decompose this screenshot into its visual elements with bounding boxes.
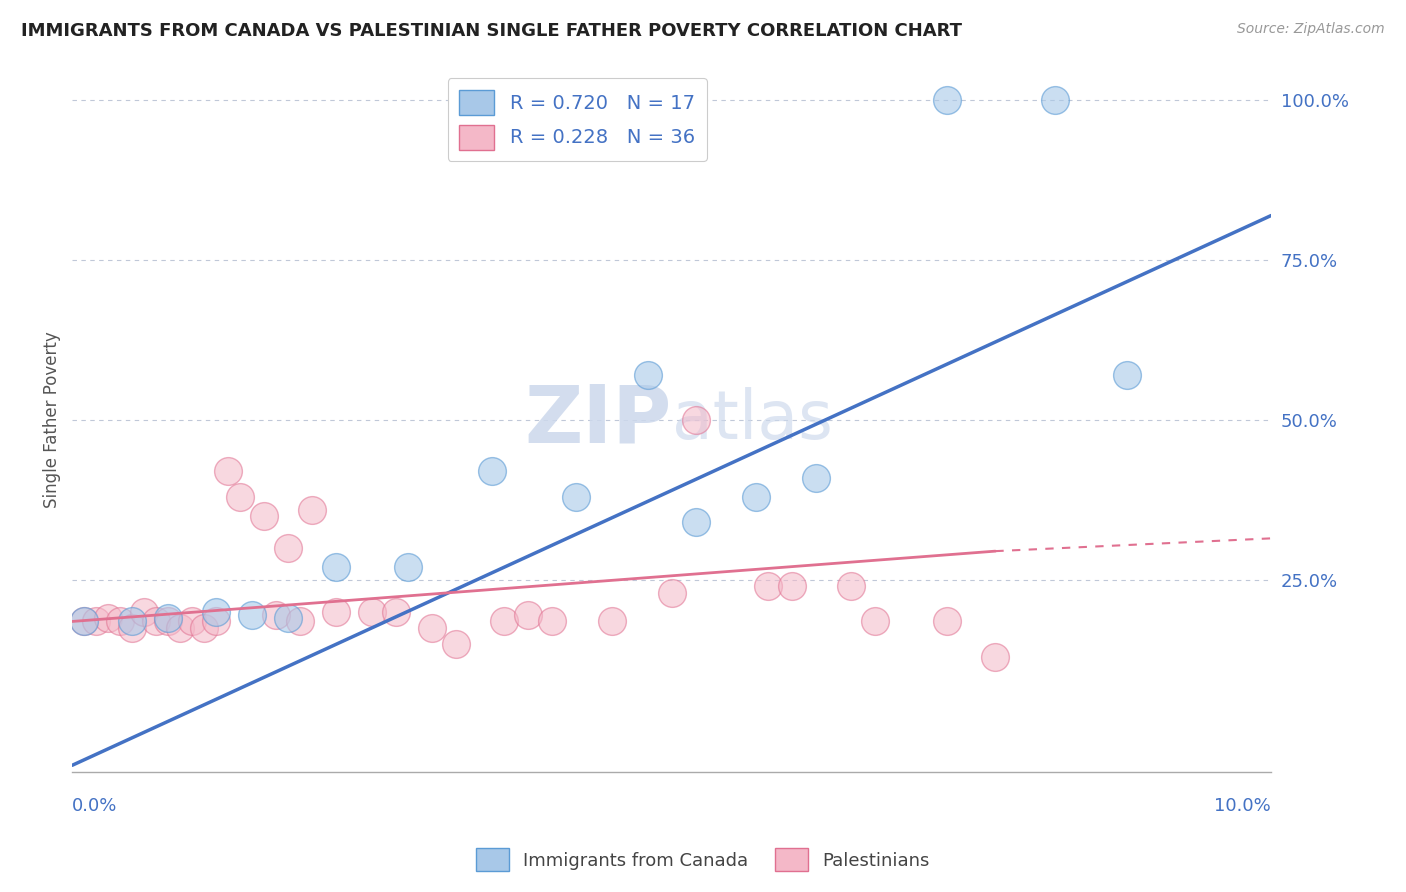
Y-axis label: Single Father Poverty: Single Father Poverty: [44, 332, 60, 508]
Point: [217, 464, 239, 478]
Point: [756, 579, 779, 593]
Point: [385, 605, 408, 619]
Point: [240, 608, 263, 623]
Point: [600, 615, 623, 629]
Point: [804, 470, 827, 484]
Point: [1116, 368, 1139, 383]
Point: [253, 508, 276, 523]
Point: [1045, 94, 1067, 108]
Point: [396, 560, 419, 574]
Point: [264, 608, 287, 623]
Point: [325, 560, 347, 574]
Point: [564, 490, 586, 504]
Point: [841, 579, 863, 593]
Point: [229, 490, 252, 504]
Point: [361, 605, 384, 619]
Point: [145, 615, 167, 629]
Point: [97, 611, 120, 625]
Text: Source: ZipAtlas.com: Source: ZipAtlas.com: [1237, 22, 1385, 37]
Point: [205, 615, 228, 629]
Point: [301, 502, 323, 516]
Point: [516, 608, 538, 623]
Point: [936, 94, 959, 108]
Text: IMMIGRANTS FROM CANADA VS PALESTINIAN SINGLE FATHER POVERTY CORRELATION CHART: IMMIGRANTS FROM CANADA VS PALESTINIAN SI…: [21, 22, 962, 40]
Point: [121, 615, 143, 629]
Point: [481, 464, 503, 478]
Point: [420, 621, 443, 635]
Text: 10.0%: 10.0%: [1215, 797, 1271, 814]
Point: [277, 541, 299, 555]
Point: [134, 605, 156, 619]
Point: [984, 649, 1007, 664]
Point: [685, 413, 707, 427]
Point: [492, 615, 515, 629]
Point: [661, 585, 683, 599]
Point: [780, 579, 803, 593]
Text: ZIP: ZIP: [524, 381, 672, 459]
Point: [108, 615, 131, 629]
Text: atlas: atlas: [672, 387, 832, 453]
Point: [73, 615, 96, 629]
Point: [169, 621, 191, 635]
Text: 0.0%: 0.0%: [72, 797, 118, 814]
Point: [181, 615, 204, 629]
Point: [157, 615, 180, 629]
Point: [325, 605, 347, 619]
Point: [637, 368, 659, 383]
Point: [865, 615, 887, 629]
Point: [288, 615, 311, 629]
Legend: Immigrants from Canada, Palestinians: Immigrants from Canada, Palestinians: [470, 841, 936, 879]
Point: [277, 611, 299, 625]
Point: [205, 605, 228, 619]
Point: [84, 615, 107, 629]
Point: [685, 516, 707, 530]
Point: [540, 615, 562, 629]
Point: [193, 621, 215, 635]
Point: [73, 615, 96, 629]
Point: [936, 615, 959, 629]
Point: [121, 621, 143, 635]
Legend: R = 0.720   N = 17, R = 0.228   N = 36: R = 0.720 N = 17, R = 0.228 N = 36: [447, 78, 707, 161]
Point: [744, 490, 766, 504]
Point: [157, 611, 180, 625]
Point: [444, 637, 467, 651]
